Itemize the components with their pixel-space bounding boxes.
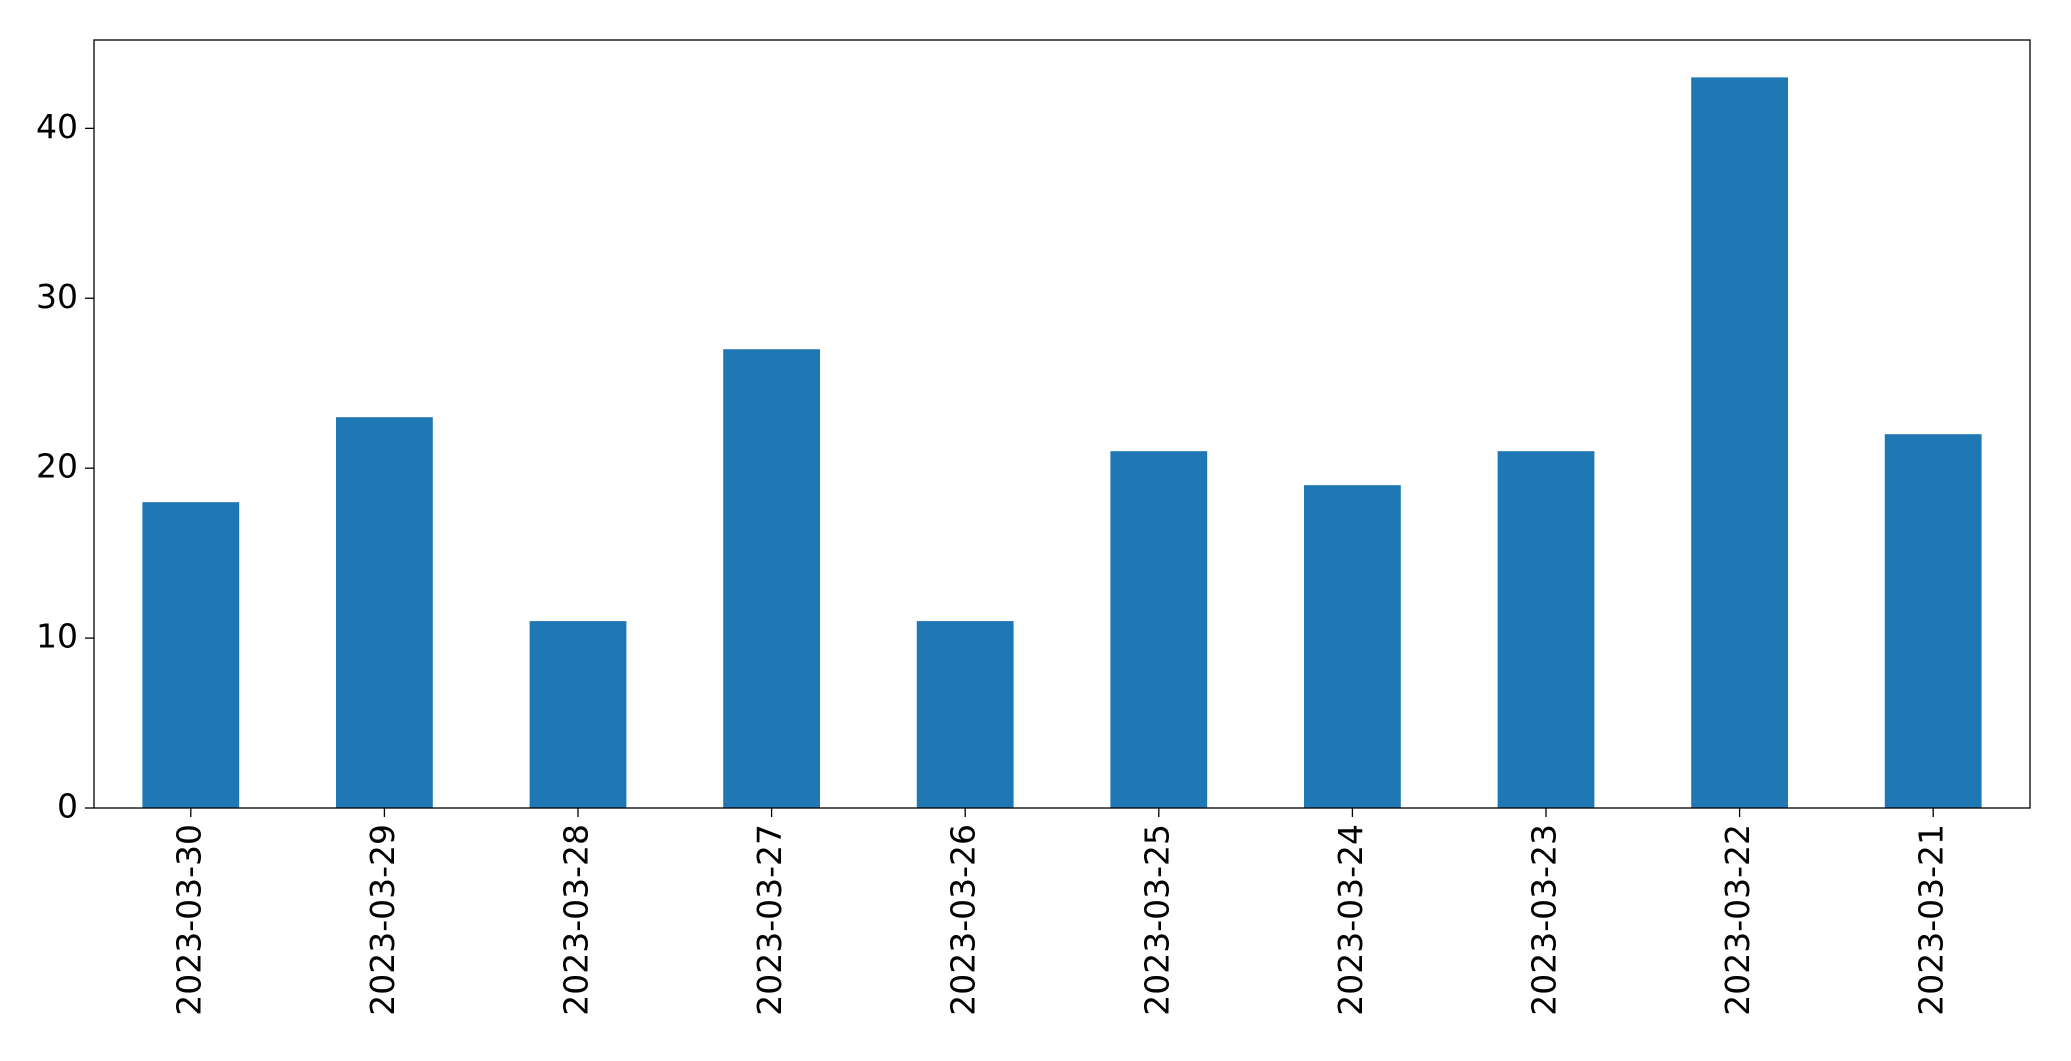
bar xyxy=(723,349,820,808)
bar xyxy=(1691,77,1788,808)
x-tick-label: 2023-03-22 xyxy=(1718,824,1757,1016)
x-tick-label: 2023-03-23 xyxy=(1525,824,1564,1016)
x-tick-label: 2023-03-29 xyxy=(363,824,402,1016)
x-tick-label: 2023-03-27 xyxy=(750,824,789,1016)
plot-frame xyxy=(93,39,2031,809)
bar xyxy=(142,502,240,808)
y-tick-label: 10 xyxy=(36,617,78,656)
y-tick-label: 20 xyxy=(36,447,78,486)
x-tick-label: 2023-03-30 xyxy=(169,824,208,1016)
bar xyxy=(1110,451,1208,808)
x-tick-label: 2023-03-21 xyxy=(1912,824,1951,1016)
x-tick-label: 2023-03-26 xyxy=(944,824,983,1016)
y-tick-label: 30 xyxy=(36,277,78,316)
bar xyxy=(1304,485,1401,808)
bar xyxy=(336,417,433,808)
bar xyxy=(1884,434,1982,808)
bar xyxy=(916,621,1014,808)
bar xyxy=(529,621,627,808)
y-tick-label: 40 xyxy=(36,107,78,146)
x-tick-label: 2023-03-24 xyxy=(1331,824,1370,1016)
x-tick-label: 2023-03-25 xyxy=(1137,824,1176,1016)
y-tick-label: 0 xyxy=(57,787,78,826)
bar xyxy=(1497,451,1595,808)
x-tick-label: 2023-03-28 xyxy=(557,824,596,1016)
